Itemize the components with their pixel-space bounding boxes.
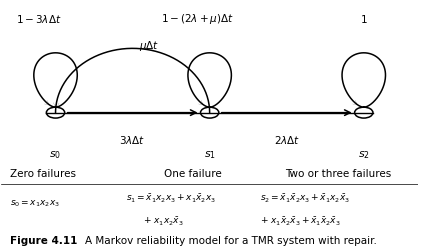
Text: Zero failures: Zero failures — [10, 170, 75, 179]
Text: $s_2$: $s_2$ — [357, 149, 369, 160]
Text: $s_0$: $s_0$ — [49, 149, 61, 160]
Text: $\mu\Delta t$: $\mu\Delta t$ — [139, 39, 159, 53]
Text: $+ \ x_1 \bar{x}_2 \bar{x}_3 + \bar{x}_1 \bar{x}_2 \bar{x}_3$: $+ \ x_1 \bar{x}_2 \bar{x}_3 + \bar{x}_1… — [259, 215, 339, 228]
Text: $s_0 = x_1 x_2 x_3$: $s_0 = x_1 x_2 x_3$ — [10, 199, 60, 209]
Text: $2\lambda\Delta t$: $2\lambda\Delta t$ — [273, 134, 299, 146]
Text: Figure 4.11: Figure 4.11 — [10, 236, 77, 246]
Text: A Markov reliability model for a TMR system with repair.: A Markov reliability model for a TMR sys… — [85, 236, 376, 246]
Text: One failure: One failure — [163, 170, 221, 179]
Text: $+ \ x_1 x_2 \bar{x}_3$: $+ \ x_1 x_2 \bar{x}_3$ — [143, 215, 183, 228]
Text: $s_1$: $s_1$ — [203, 149, 215, 160]
Text: $1 - 3\lambda\Delta t$: $1 - 3\lambda\Delta t$ — [16, 13, 61, 25]
Text: Two or three failures: Two or three failures — [284, 170, 390, 179]
Text: $s_1 = \bar{x}_1 x_2 x_3 + x_1 \bar{x}_2 x_3$: $s_1 = \bar{x}_1 x_2 x_3 + x_1 \bar{x}_2… — [126, 193, 216, 205]
Text: $1$: $1$ — [359, 13, 367, 25]
Text: $3\lambda\Delta t$: $3\lambda\Delta t$ — [119, 134, 145, 146]
Text: $1 - (2\lambda + \mu)\Delta t$: $1 - (2\lambda + \mu)\Delta t$ — [160, 12, 233, 26]
Text: $s_2 = \bar{x}_1 \bar{x}_2 x_3 + \bar{x}_1 x_2 \bar{x}_3$: $s_2 = \bar{x}_1 \bar{x}_2 x_3 + \bar{x}… — [259, 193, 349, 205]
